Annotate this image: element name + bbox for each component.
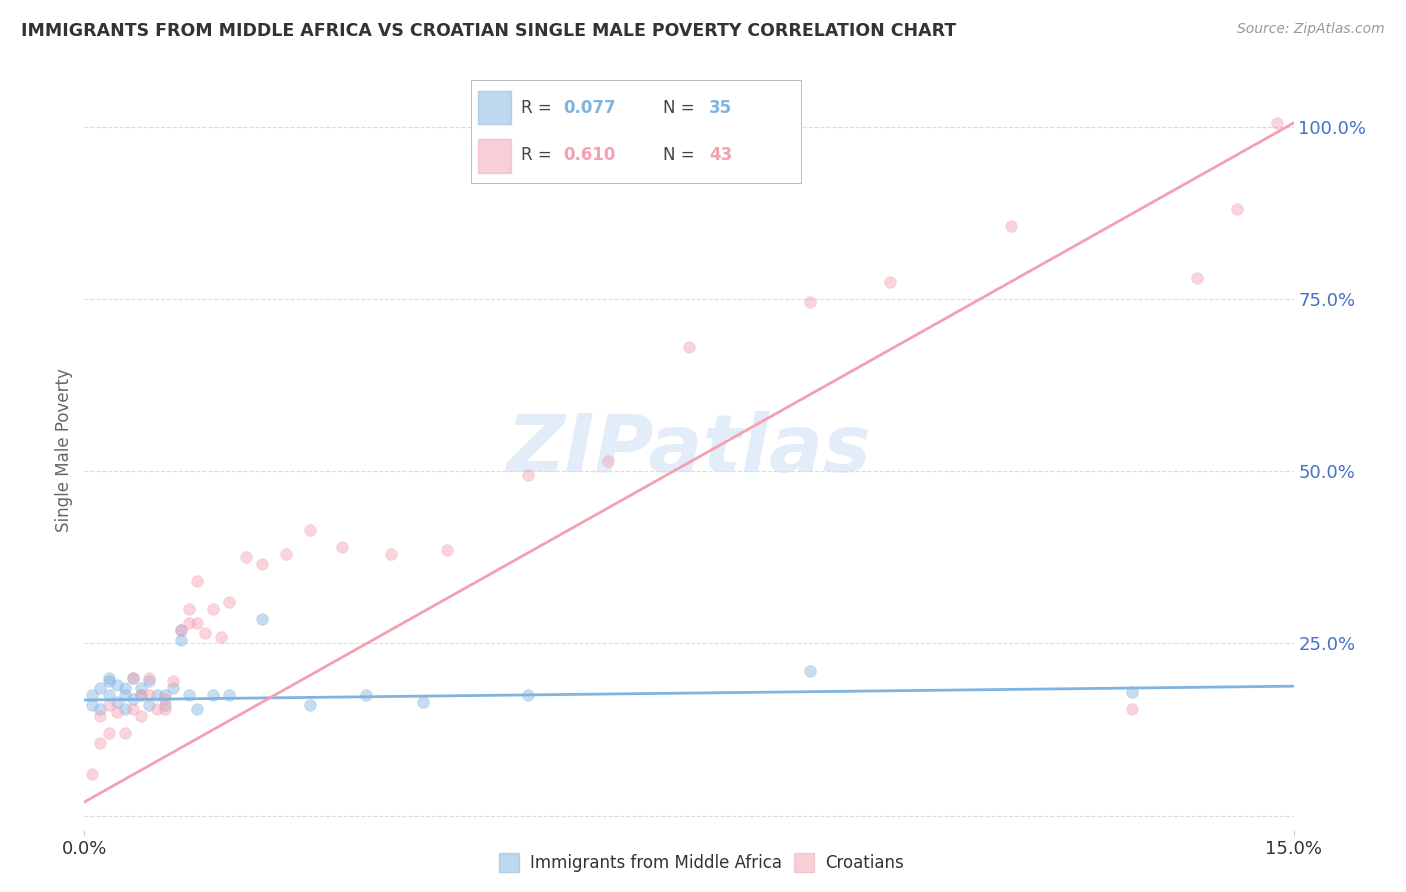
Point (114, 726, 136, 740)
Point (129, 681, 152, 696)
Text: N =: N = (662, 146, 700, 164)
Point (121, 671, 143, 685)
Point (129, 688, 152, 702)
Point (153, 698, 176, 713)
Point (186, 702, 208, 716)
Point (82, 698, 104, 713)
Point (114, 702, 136, 716)
Point (799, 295, 821, 310)
Point (179, 688, 201, 702)
Text: 35: 35 (709, 99, 733, 117)
Point (1185, 271, 1208, 285)
Point (153, 702, 176, 716)
Point (299, 523, 322, 537)
Point (89, 736, 111, 750)
Point (170, 623, 193, 637)
Point (121, 702, 143, 716)
Text: Croatians: Croatians (825, 854, 904, 871)
FancyBboxPatch shape (478, 91, 510, 124)
Text: R =: R = (520, 99, 557, 117)
Point (879, 275, 901, 289)
Point (82, 688, 104, 702)
Point (516, 688, 538, 702)
Point (138, 698, 160, 713)
Point (218, 595, 240, 609)
Point (299, 698, 322, 713)
Point (170, 623, 193, 637)
Point (105, 706, 128, 720)
Point (89, 708, 111, 723)
Point (516, 467, 538, 482)
Point (678, 340, 700, 354)
Point (82, 767, 104, 781)
Point (153, 691, 176, 706)
Point (380, 547, 402, 561)
Point (114, 688, 136, 702)
Point (412, 695, 434, 709)
Text: R =: R = (520, 146, 557, 164)
Point (598, 454, 620, 468)
Point (194, 626, 217, 640)
Point (179, 602, 201, 616)
Point (209, 630, 232, 644)
Text: ZIPatlas: ZIPatlas (506, 411, 872, 490)
Point (97, 726, 120, 740)
Text: Immigrants from Middle Africa: Immigrants from Middle Africa (530, 854, 782, 871)
Y-axis label: Single Male Poverty: Single Male Poverty (55, 368, 73, 533)
Point (235, 550, 257, 565)
Text: N =: N = (662, 99, 700, 117)
Text: Source: ZipAtlas.com: Source: ZipAtlas.com (1237, 22, 1385, 37)
Point (89, 681, 111, 696)
Point (162, 674, 184, 689)
Point (1000, 219, 1022, 234)
Point (170, 633, 193, 648)
Point (1226, 202, 1249, 217)
Point (97, 688, 120, 702)
Point (105, 695, 128, 709)
Point (89, 702, 111, 716)
Point (138, 674, 160, 689)
Point (114, 681, 136, 696)
FancyBboxPatch shape (478, 139, 510, 173)
Text: 0.610: 0.610 (564, 146, 616, 164)
Point (153, 688, 176, 702)
Point (356, 688, 378, 702)
Point (138, 688, 160, 702)
Point (146, 702, 169, 716)
Point (186, 615, 208, 630)
Point (129, 688, 152, 702)
Point (162, 681, 184, 696)
Point (274, 547, 297, 561)
Point (202, 602, 225, 616)
Point (121, 691, 143, 706)
Text: 43: 43 (709, 146, 733, 164)
Point (250, 612, 273, 626)
Point (1267, 116, 1289, 130)
Point (436, 543, 458, 558)
Point (138, 671, 160, 685)
Point (121, 671, 143, 685)
Text: IMMIGRANTS FROM MIDDLE AFRICA VS CROATIAN SINGLE MALE POVERTY CORRELATION CHART: IMMIGRANTS FROM MIDDLE AFRICA VS CROATIA… (21, 22, 956, 40)
Point (105, 678, 128, 692)
Point (179, 615, 201, 630)
Point (129, 708, 152, 723)
Point (1121, 702, 1143, 716)
Point (97, 698, 120, 713)
Point (1121, 684, 1143, 698)
Point (97, 674, 120, 689)
Text: 0.077: 0.077 (564, 99, 616, 117)
Point (330, 540, 353, 554)
Point (799, 664, 821, 678)
Point (186, 574, 208, 589)
Point (218, 688, 240, 702)
Point (97, 671, 120, 685)
Point (202, 688, 225, 702)
Point (146, 688, 169, 702)
Point (250, 557, 273, 572)
